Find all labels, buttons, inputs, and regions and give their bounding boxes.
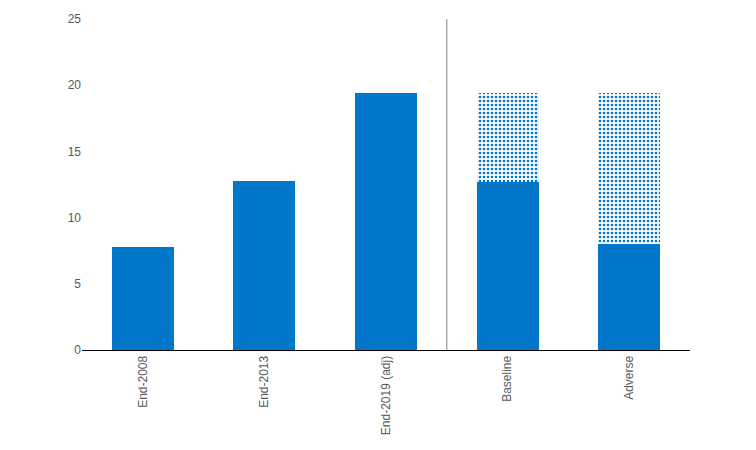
svg-text:25: 25 — [68, 12, 82, 26]
svg-text:10: 10 — [68, 211, 82, 225]
svg-text:5: 5 — [74, 277, 81, 291]
svg-text:End-2013: End-2013 — [257, 355, 271, 407]
svg-text:End-2019 (adj): End-2019 (adj) — [379, 356, 393, 435]
svg-text:Baseline: Baseline — [501, 355, 515, 401]
svg-text:End-2008: End-2008 — [136, 355, 150, 407]
svg-text:0: 0 — [74, 343, 81, 357]
svg-text:Adverse: Adverse — [622, 355, 636, 399]
svg-text:15: 15 — [68, 145, 82, 159]
svg-text:20: 20 — [68, 78, 82, 92]
